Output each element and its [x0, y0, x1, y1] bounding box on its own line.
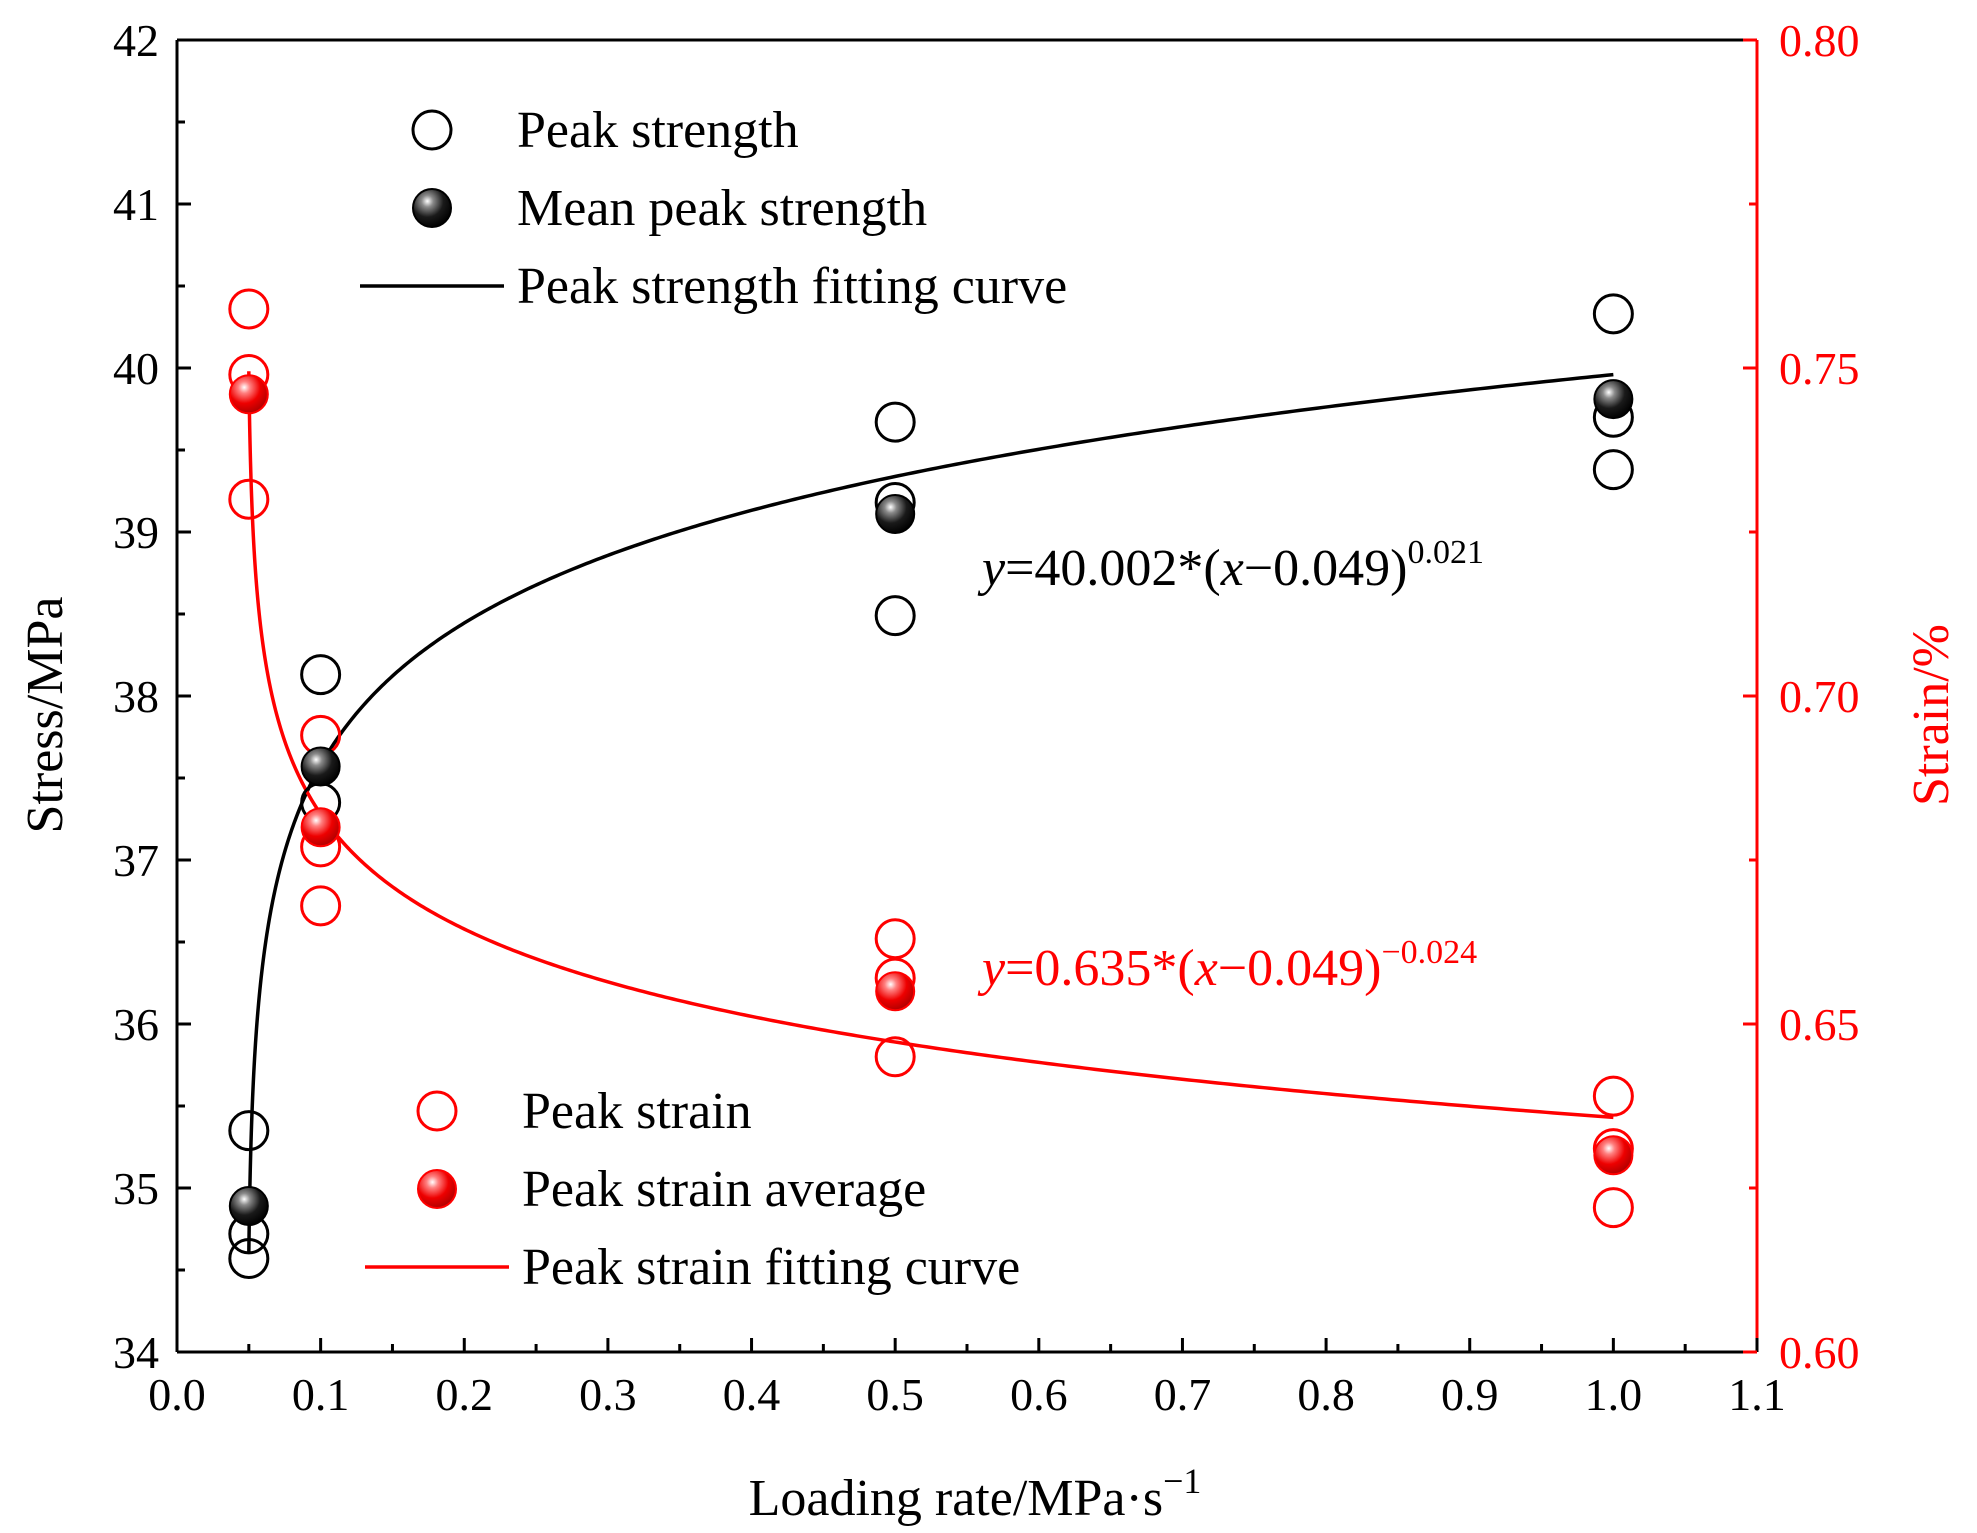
x-tick-label: 0.5 [866, 1369, 924, 1420]
strain-mean-point [228, 374, 269, 415]
legend-bottom: Peak strain Peak strain average Peak strai… [365, 1083, 1020, 1296]
y-left-tick-label: 40 [113, 343, 159, 394]
legend-sphere-symbol [417, 1169, 457, 1209]
strain-point [1592, 1075, 1634, 1117]
x-tick-label: 0.6 [1010, 1369, 1068, 1420]
legend-label: Peak strength fitting curve [517, 258, 1067, 315]
legend-label: Peak strength [517, 102, 799, 159]
legend-top: Peak strength Mean peak strength Peak stre… [360, 102, 1067, 315]
x-tick-label: 0.4 [723, 1369, 781, 1420]
x-tick-label: 0.1 [292, 1369, 350, 1420]
strain-point [874, 1036, 916, 1078]
stress-point [1592, 293, 1634, 335]
x-tick-label: 0.0 [148, 1369, 206, 1420]
legend-label: Peak strain average [522, 1161, 926, 1218]
y-left-tick-label: 38 [113, 671, 159, 722]
strain-mean-point [1593, 1135, 1634, 1176]
data-markers [228, 288, 1634, 1280]
stress-point [300, 654, 342, 696]
stress-point [228, 1238, 270, 1280]
y-right-tick-label: 0.75 [1779, 343, 1860, 394]
y-left-tick-label: 41 [113, 179, 159, 230]
y-left-tick-label: 37 [113, 835, 159, 886]
fit-curves [247, 371, 1614, 1254]
x-axis-title: Loading rate/MPa·s−1 [749, 1461, 1202, 1527]
strain-point [228, 288, 270, 330]
strain-fit-curve [247, 371, 1614, 1120]
axis-ticks: 0.0 0.1 0.2 0.3 0.4 0.5 0.6 0.7 0.8 0.9 1.0 1.1 34 35… [113, 15, 1860, 1420]
stress-point [874, 401, 916, 443]
legend-sphere-symbol [412, 188, 452, 228]
equation-strain: y=0.635*(x−0.049)−0.024 [977, 934, 1477, 997]
stress-fit-curve [247, 372, 1614, 1254]
stress-mean-point [300, 746, 341, 787]
x-tick-label: 0.3 [579, 1369, 637, 1420]
legend-open-circle-symbol [416, 1090, 458, 1132]
stress-point [228, 1110, 270, 1152]
y-left-tick-label: 36 [113, 999, 159, 1050]
stress-mean-point [1593, 379, 1634, 420]
y-left-tick-label: 42 [113, 15, 159, 66]
y-right-tick-label: 0.80 [1779, 15, 1860, 66]
y-left-tick-label: 34 [113, 1327, 159, 1378]
plot-frame [175, 38, 1759, 1354]
legend-label: Mean peak strength [517, 180, 927, 237]
equation-stress: y=40.002*(x−0.049)0.021 [977, 534, 1484, 597]
y-axis-right-title: Strain/% [1903, 624, 1960, 806]
x-tick-label: 0.9 [1441, 1369, 1499, 1420]
y-right-tick-label: 0.60 [1779, 1327, 1860, 1378]
x-tick-label: 0.7 [1154, 1369, 1212, 1420]
y-right-tick-label: 0.65 [1779, 999, 1860, 1050]
stress-mean-point [228, 1186, 269, 1227]
stress-point [874, 595, 916, 637]
y-left-tick-label: 39 [113, 507, 159, 558]
strain-point [228, 478, 270, 520]
legend-open-circle-symbol [411, 109, 453, 151]
y-right-tick-label: 0.70 [1779, 671, 1860, 722]
x-tick-label: 1.1 [1728, 1369, 1786, 1420]
x-tick-label: 0.2 [436, 1369, 494, 1420]
strain-point [874, 918, 916, 960]
legend-label: Peak strain fitting curve [522, 1239, 1020, 1296]
y-axis-left-title: Stress/MPa [17, 597, 74, 834]
legend-label: Peak strain [522, 1083, 752, 1140]
strain-point [1592, 1187, 1634, 1229]
x-tick-label: 1.0 [1585, 1369, 1643, 1420]
stress-point [1592, 449, 1634, 491]
y-left-tick-label: 35 [113, 1163, 159, 1214]
strain-mean-point [875, 971, 916, 1012]
x-tick-label: 0.8 [1297, 1369, 1355, 1420]
stress-mean-point [875, 493, 916, 534]
strain-point [300, 885, 342, 927]
strain-mean-point [300, 807, 341, 848]
